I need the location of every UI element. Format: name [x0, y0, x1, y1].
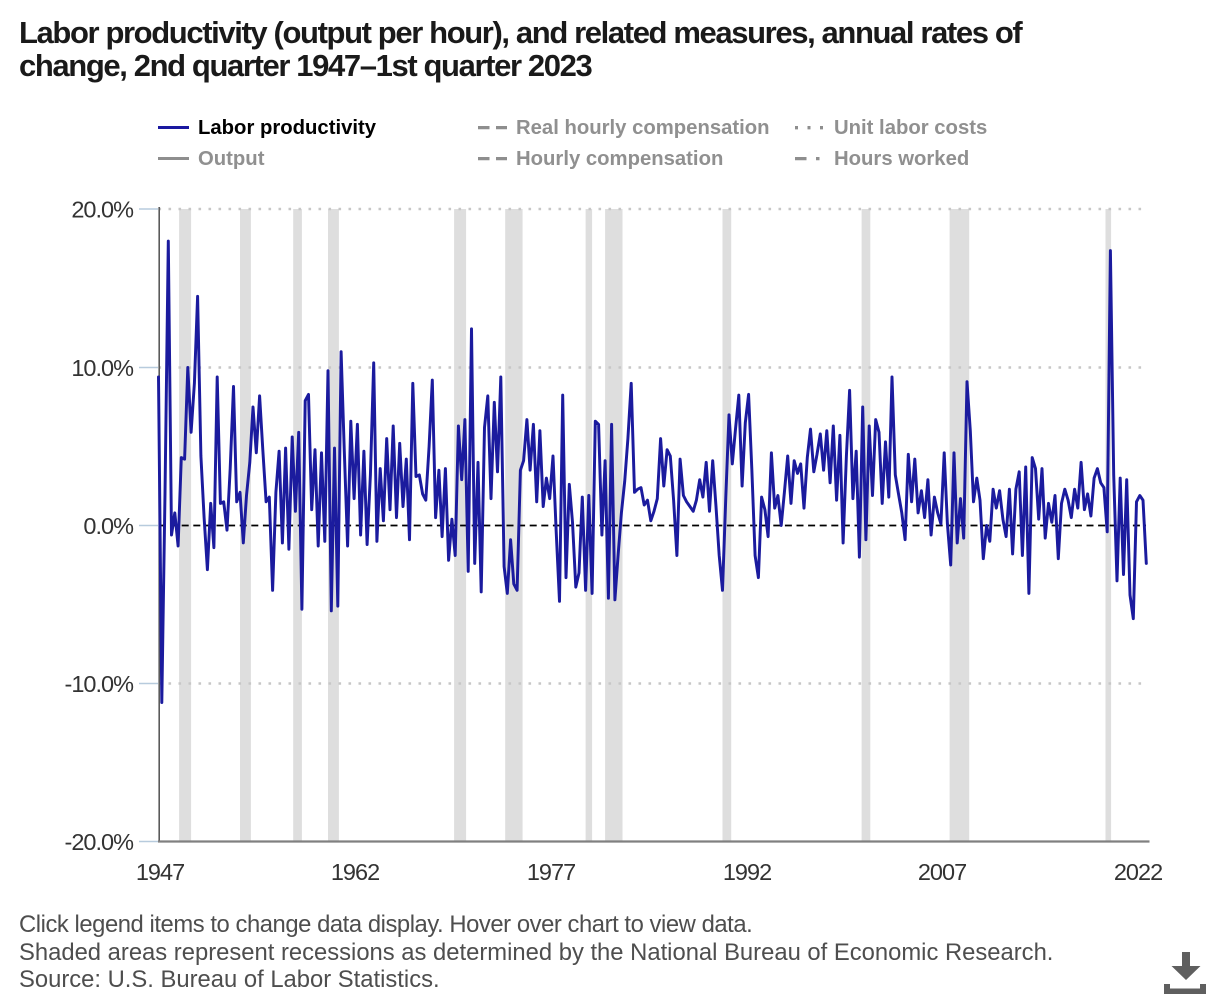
- svg-text:-20.0%: -20.0%: [65, 829, 135, 855]
- svg-text:1992: 1992: [723, 859, 771, 885]
- svg-text:0.0%: 0.0%: [83, 513, 134, 539]
- svg-text:-10.0%: -10.0%: [65, 671, 135, 697]
- svg-text:2022: 2022: [1114, 859, 1162, 885]
- svg-text:2007: 2007: [918, 859, 966, 885]
- svg-text:1962: 1962: [331, 859, 379, 885]
- svg-text:1947: 1947: [136, 859, 184, 885]
- svg-text:20.0%: 20.0%: [71, 197, 134, 223]
- svg-text:1977: 1977: [527, 859, 575, 885]
- svg-text:10.0%: 10.0%: [71, 355, 134, 381]
